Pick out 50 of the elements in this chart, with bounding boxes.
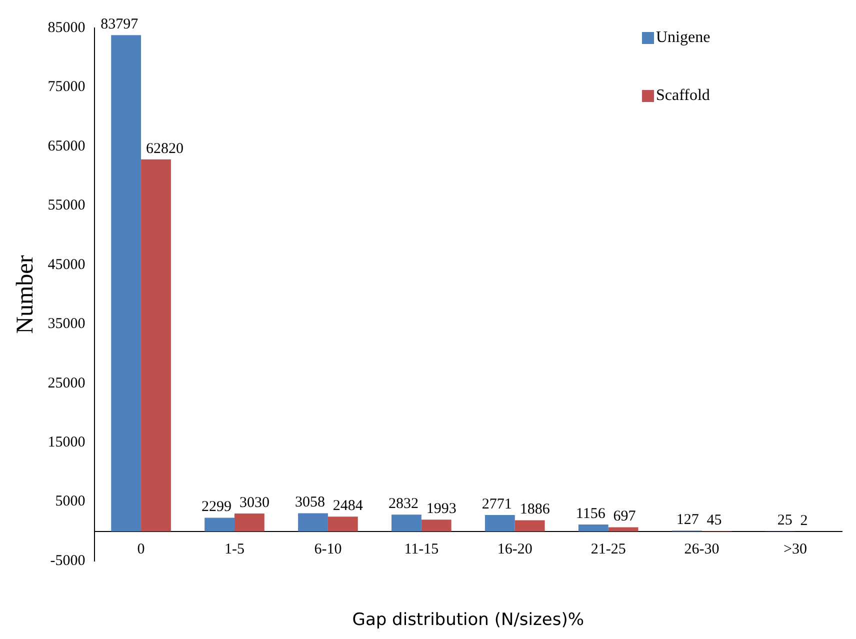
data-label: 2771: [482, 496, 512, 512]
y-tick-label: 35000: [48, 316, 86, 332]
x-tick-label: >30: [784, 541, 808, 558]
data-label: 1886: [520, 502, 550, 518]
legend-label: Unigene: [656, 29, 710, 46]
legend-label: Scaffold: [656, 87, 710, 104]
bar: [234, 513, 264, 532]
x-axis-title: Gap distribution (N/sizes)%: [352, 610, 584, 630]
y-tick-label: -5000: [50, 552, 86, 569]
y-tick-label: 25000: [48, 375, 86, 392]
data-label: 1156: [576, 506, 606, 522]
bar: [141, 159, 171, 532]
y-tick-label: 65000: [48, 138, 86, 154]
data-label: 1993: [426, 501, 456, 518]
bar: [111, 35, 142, 532]
bar: [298, 513, 328, 532]
data-label: 2299: [202, 499, 232, 516]
data-label: 3030: [239, 494, 270, 511]
data-label: 127: [676, 512, 700, 528]
data-label: 62820: [146, 140, 184, 157]
x-tick-label: 6-10: [314, 541, 342, 558]
bar: [608, 527, 638, 532]
bar: [328, 516, 358, 532]
data-label: 2832: [388, 496, 418, 512]
data-label: 3058: [295, 494, 325, 511]
y-tick-label: 75000: [48, 79, 86, 96]
x-tick-label: 0: [137, 541, 145, 558]
bar: [484, 514, 515, 532]
data-label: 2484: [332, 498, 364, 514]
bar: [392, 514, 422, 532]
x-tick-label: 1-5: [224, 541, 244, 558]
data-label: 83797: [100, 16, 139, 33]
data-label: 697: [613, 508, 636, 525]
x-tick-label: 21-25: [590, 541, 626, 558]
x-tick-label: 26-30: [684, 541, 720, 558]
y-axis-title: Number: [12, 255, 39, 334]
y-tick-label: 15000: [48, 434, 86, 450]
data-label: 2: [800, 512, 808, 529]
bar: [421, 520, 452, 532]
y-tick-label: 45000: [48, 256, 86, 273]
y-tick-label: 55000: [48, 198, 86, 214]
y-tick-label: 85000: [48, 20, 86, 36]
x-tick-label: 11-15: [404, 541, 439, 558]
bar: [578, 524, 608, 532]
bar: [204, 518, 234, 532]
data-label: 45: [706, 512, 722, 529]
data-label: 25: [777, 512, 792, 529]
x-tick-label: 16-20: [497, 541, 532, 558]
y-tick-label: 5000: [55, 494, 86, 510]
bar: [514, 520, 545, 532]
